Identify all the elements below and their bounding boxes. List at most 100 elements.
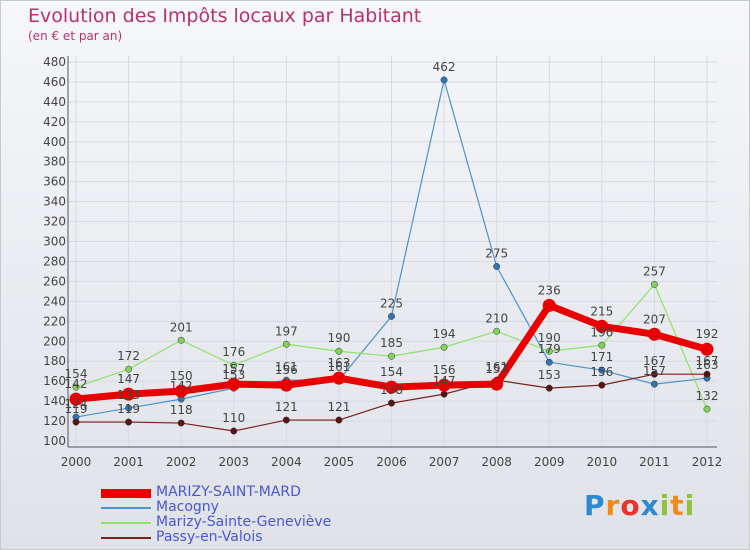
data-label: 133 <box>117 388 140 402</box>
data-label: 157 <box>643 364 666 378</box>
data-label: 161 <box>275 360 298 374</box>
legend-swatch <box>101 507 151 509</box>
data-point-0 <box>700 342 714 356</box>
y-tick-label: 480 <box>43 55 66 69</box>
logo-letter: o <box>620 489 641 522</box>
y-tick-label: 140 <box>43 394 66 408</box>
x-tick-label: 2010 <box>587 455 618 469</box>
x-tick-label: 2006 <box>376 455 407 469</box>
data-label: 157 <box>222 362 245 376</box>
data-point-0 <box>595 319 609 333</box>
data-point-1 <box>125 404 133 412</box>
data-label: 119 <box>65 402 88 416</box>
data-point-1 <box>440 76 448 84</box>
data-label: 275 <box>485 246 508 260</box>
y-tick-label: 220 <box>43 314 66 328</box>
data-label: 207 <box>643 312 666 326</box>
data-label: 161 <box>485 360 508 374</box>
data-label: 121 <box>327 400 350 414</box>
data-point-3 <box>125 418 133 426</box>
legend-label: Passy-en-Valois <box>156 529 263 545</box>
y-tick-label: 120 <box>43 414 66 428</box>
data-label: 163 <box>696 358 719 372</box>
data-point-2 <box>282 340 290 348</box>
data-label: 156 <box>590 365 613 379</box>
y-tick-label: 280 <box>43 254 66 268</box>
data-point-3 <box>388 399 395 407</box>
x-tick-label: 2004 <box>271 455 302 469</box>
logo-letter: P <box>584 489 606 522</box>
logo-letter: i <box>659 489 671 522</box>
chart-title: Evolution des Impôts locaux par Habitant <box>28 5 422 27</box>
data-point-3 <box>650 370 658 378</box>
data-point-3 <box>72 418 80 426</box>
data-point-0 <box>647 327 661 341</box>
x-tick-label: 2000 <box>61 455 92 469</box>
data-label: 150 <box>170 369 193 383</box>
data-point-3 <box>230 427 238 435</box>
data-point-2 <box>440 343 448 351</box>
data-point-0 <box>69 392 83 406</box>
data-point-2 <box>125 365 133 373</box>
data-label: 176 <box>222 345 245 359</box>
data-point-2 <box>545 347 553 355</box>
y-tick-label: 420 <box>43 115 66 129</box>
data-point-3 <box>282 416 290 424</box>
data-label: 153 <box>222 368 245 382</box>
legend-swatch <box>101 537 151 539</box>
legend-label: Marizy-Sainte-Geneviève <box>156 514 332 530</box>
grid <box>68 56 717 447</box>
data-label: 142 <box>65 377 88 391</box>
y-tick-label: 440 <box>43 95 66 109</box>
data-label: 147 <box>433 374 456 388</box>
y-tick-label: 320 <box>43 215 66 229</box>
data-label: 197 <box>275 324 298 338</box>
x-tick-label: 2008 <box>481 455 512 469</box>
data-point-0 <box>122 387 136 401</box>
y-tick-label: 460 <box>43 75 66 89</box>
data-point-2 <box>388 352 395 360</box>
data-label: 124 <box>65 397 88 411</box>
data-point-3 <box>545 384 553 392</box>
x-tick-label: 2003 <box>218 455 249 469</box>
data-label: 132 <box>696 389 719 403</box>
legend-item-marizy-saint-mard: MARIZY-SAINT-MARD <box>101 484 441 500</box>
legend-item-marizy-sainte-genevieve: Marizy-Sainte-Geneviève <box>101 514 441 530</box>
data-point-0 <box>490 377 504 391</box>
data-label: 167 <box>696 354 719 368</box>
data-label: 154 <box>65 367 88 381</box>
legend-label: Macogny <box>156 499 219 515</box>
data-label: 236 <box>538 283 561 297</box>
logo-letter: t <box>670 489 685 522</box>
legend-item-passy-en-valois: Passy-en-Valois <box>101 529 441 545</box>
x-tick-label: 2002 <box>166 455 197 469</box>
y-tick-label: 240 <box>43 294 66 308</box>
data-label: 157 <box>485 362 508 376</box>
y-tick-label: 360 <box>43 175 66 189</box>
y-tick-label: 100 <box>43 434 66 448</box>
y-tick-label: 400 <box>43 135 66 149</box>
data-label: 171 <box>590 350 613 364</box>
data-point-1 <box>650 380 658 388</box>
y-tick-label: 180 <box>43 354 66 368</box>
data-point-3 <box>703 370 711 378</box>
data-label: 462 <box>433 60 456 74</box>
data-label: 190 <box>538 331 561 345</box>
data-label: 215 <box>590 304 613 318</box>
data-label: 121 <box>275 400 298 414</box>
data-point-0 <box>174 384 188 398</box>
data-point-3 <box>177 419 185 427</box>
y-tick-label: 380 <box>43 155 66 169</box>
data-point-0 <box>542 298 556 312</box>
data-point-1 <box>598 366 606 374</box>
data-point-3 <box>335 416 343 424</box>
data-label: 190 <box>327 331 350 345</box>
y-tick-label: 160 <box>43 374 66 388</box>
chart-subtitle: (en € et par an) <box>28 29 123 43</box>
x-tick-label: 2001 <box>113 455 144 469</box>
data-label: 257 <box>643 264 666 278</box>
data-point-2 <box>177 336 185 344</box>
data-label: 110 <box>222 411 245 425</box>
